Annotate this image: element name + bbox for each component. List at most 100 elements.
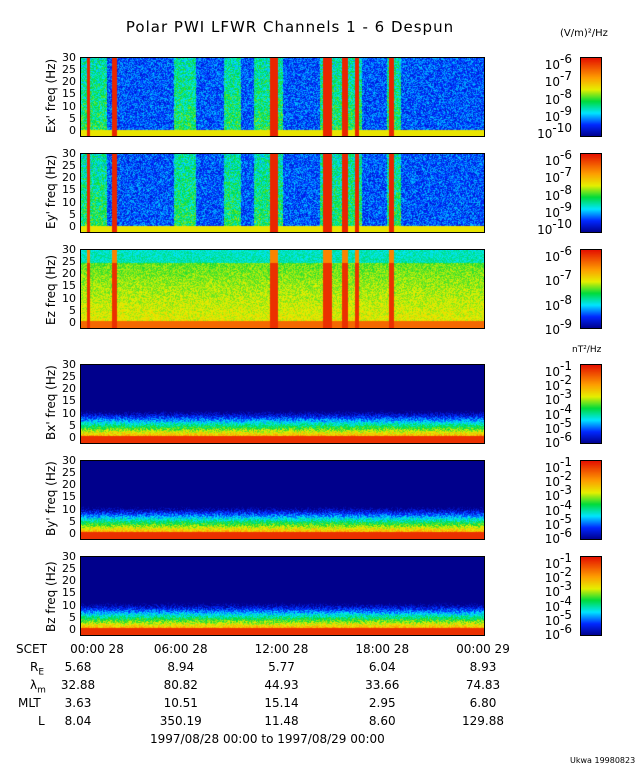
spectrogram-1 xyxy=(80,57,485,137)
b-unit-label: nT²/Hz xyxy=(572,345,602,355)
colorbar xyxy=(580,249,602,329)
axis-value: 00:00 29 xyxy=(456,642,510,656)
y-tick-label: 30 xyxy=(62,549,76,563)
axis-value: 8.04 xyxy=(64,714,92,728)
colorbar-tick: 10-5 xyxy=(544,511,572,532)
y-tick-label: 20 xyxy=(62,382,76,396)
colorbar-tick: 10-3 xyxy=(544,579,572,600)
spectrogram-image xyxy=(81,461,484,539)
spectrogram-5 xyxy=(80,460,485,540)
axis-value: 5.68 xyxy=(64,660,92,674)
y-tick-label: 15 xyxy=(62,279,76,293)
colorbar xyxy=(580,460,602,540)
axis-value: 12:00 28 xyxy=(254,642,309,656)
axis-value: 15.14 xyxy=(264,696,299,710)
colorbar-tick: 10-6 xyxy=(544,429,572,450)
colorbar-tick: 10-7 xyxy=(544,69,572,90)
spectrogram-2 xyxy=(80,153,485,233)
time-range: 1997/08/28 00:00 to 1997/08/29 00:00 xyxy=(150,732,385,746)
y-tick-label: 20 xyxy=(62,478,76,492)
y-tick-label: 0 xyxy=(69,527,76,540)
axis-value: 8.94 xyxy=(167,660,195,674)
y-tick-label: 30 xyxy=(62,242,76,256)
y-tick-label: 0 xyxy=(69,220,76,233)
colorbar-tick: 10-6 xyxy=(544,525,572,546)
y-tick-label: 20 xyxy=(62,267,76,281)
y-tick-label: 0 xyxy=(69,316,76,329)
y-tick-label: 25 xyxy=(62,255,76,269)
y-tick-label: 0 xyxy=(69,124,76,137)
y-tick-label: 30 xyxy=(62,453,76,467)
spectrogram-6 xyxy=(80,556,485,636)
colorbar-tick: 10-2 xyxy=(544,565,572,586)
spectrogram-image xyxy=(81,58,484,136)
colorbar-tick: 10-1 xyxy=(544,551,572,571)
axis-value: 6.04 xyxy=(368,660,396,674)
colorbar-tick: 10-2 xyxy=(544,469,572,490)
colorbar-tick: 10-5 xyxy=(544,415,572,436)
colorbar-tick: 10-8 xyxy=(544,292,572,313)
axis-value: 44.93 xyxy=(264,678,299,692)
spectrogram-image xyxy=(81,365,484,443)
e-unit-label: (V/m)²/Hz xyxy=(560,28,608,39)
y-tick-label: 5 xyxy=(69,207,76,221)
colorbar-tick: 10-8 xyxy=(544,86,572,107)
y-tick-label: 30 xyxy=(62,357,76,371)
y-tick-label: 5 xyxy=(69,610,76,624)
axis-value: 00:00 28 xyxy=(70,642,124,656)
y-tick-label: 10 xyxy=(62,406,76,420)
axis-value: 11.48 xyxy=(264,714,299,728)
axis-value: 10.51 xyxy=(163,696,198,710)
colorbar-tick: 10-7 xyxy=(544,268,572,289)
colorbar xyxy=(580,364,602,444)
colorbar-tick: 10-5 xyxy=(544,607,572,628)
spectrogram-4 xyxy=(80,364,485,444)
y-tick-label: 30 xyxy=(62,146,76,160)
axis-value: 8.60 xyxy=(368,714,396,728)
row-label: RE xyxy=(30,660,45,678)
spectrogram-image xyxy=(81,250,484,328)
colorbar xyxy=(580,556,602,636)
axis-value: 32.88 xyxy=(60,678,96,692)
colorbar-tick: 10-6 xyxy=(544,244,572,264)
colorbar xyxy=(580,153,602,233)
colorbar-tick: 10-1 xyxy=(544,359,572,379)
colorbar-tick: 10-4 xyxy=(544,401,572,422)
colorbar-tick: 10-9 xyxy=(544,317,572,338)
axis-value: 3.63 xyxy=(64,696,92,710)
y-tick-label: 30 xyxy=(62,50,76,64)
axis-value: 18:00 28 xyxy=(355,642,410,656)
axis-value: 8.93 xyxy=(469,660,497,674)
colorbar-tick: 10-10 xyxy=(537,217,572,238)
row-label: λm xyxy=(30,678,46,696)
spectrogram-image xyxy=(81,557,484,635)
axis-value: 74.83 xyxy=(465,678,501,692)
colorbar-tick: 10-2 xyxy=(544,373,572,394)
y-tick-label: 15 xyxy=(62,87,76,101)
axis-value: 06:00 28 xyxy=(153,642,208,656)
y-tick-label: 25 xyxy=(62,466,76,480)
colorbar-tick: 10-4 xyxy=(544,593,572,614)
axis-value: 6.80 xyxy=(469,696,497,710)
y-tick-label: 15 xyxy=(62,394,76,408)
y-tick-label: 0 xyxy=(69,623,76,636)
colorbar-tick: 10-4 xyxy=(544,497,572,518)
colorbar-tick: 10-9 xyxy=(544,104,572,124)
row-label: SCET xyxy=(16,642,47,656)
row-label: MLT xyxy=(18,696,41,710)
credit: Ukwa 19980823 xyxy=(570,756,636,765)
y-tick-label: 20 xyxy=(62,75,76,89)
y-tick-label: 5 xyxy=(69,303,76,317)
y-tick-label: 5 xyxy=(69,418,76,432)
y-tick-label: 20 xyxy=(62,171,76,185)
colorbar-tick: 10-1 xyxy=(544,455,572,475)
chart-title: Polar PWI LFWR Channels 1 - 6 Despun xyxy=(125,18,455,36)
colorbar-tick: 10-8 xyxy=(544,182,572,203)
axis-value: 33.66 xyxy=(365,678,400,692)
axis-value: 350.19 xyxy=(159,714,202,728)
spectrogram-3 xyxy=(80,249,485,329)
axis-value: 80.82 xyxy=(163,678,198,692)
axis-value: 129.88 xyxy=(462,714,504,728)
y-tick-label: 5 xyxy=(69,514,76,528)
y-tick-label: 15 xyxy=(62,183,76,197)
